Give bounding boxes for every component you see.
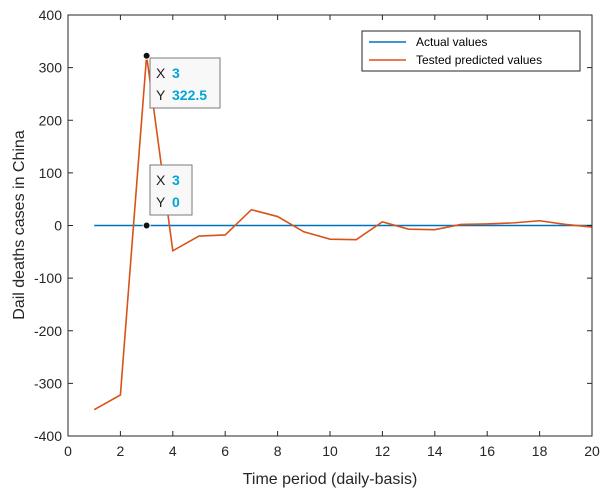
datatip-y-value: 322.5 xyxy=(172,87,207,103)
x-tick-label: 16 xyxy=(479,443,495,459)
datatip-marker xyxy=(142,221,151,230)
datatip-x-value: 3 xyxy=(172,172,180,188)
datatips[interactable]: X 3Y 322.5X 3Y 0 xyxy=(142,51,221,230)
datatip-box xyxy=(149,57,221,109)
y-tick-label: -400 xyxy=(34,428,62,444)
datatip-x-key: X xyxy=(156,65,166,81)
y-tick-label: -200 xyxy=(34,323,62,339)
x-tick-label: 4 xyxy=(169,443,177,459)
datatip-marker xyxy=(142,51,151,60)
x-tick-label: 8 xyxy=(274,443,282,459)
legend-label: Actual values xyxy=(416,35,487,49)
series-layer xyxy=(93,55,593,411)
datatip-box xyxy=(149,164,193,216)
datatip-2[interactable]: X 3Y 0 xyxy=(142,164,193,230)
y-axis-label: Dail deaths cases in China xyxy=(11,130,28,320)
x-tick-label: 18 xyxy=(532,443,548,459)
x-axis-label: Time period (daily-basis) xyxy=(243,471,418,488)
datatip-1[interactable]: X 3Y 322.5 xyxy=(142,51,221,109)
y-tick-label: 300 xyxy=(39,60,63,76)
series-line-2 xyxy=(93,55,593,411)
datatip-y-key: Y xyxy=(156,194,166,210)
legend: Actual values Tested predicted values xyxy=(361,30,581,72)
y-tick-label: 200 xyxy=(39,112,63,128)
datatip-y-value: 0 xyxy=(172,194,180,210)
x-tick-label: 14 xyxy=(427,443,443,459)
legend-box xyxy=(361,30,581,72)
y-tick-label: -300 xyxy=(34,375,62,391)
x-tick-label: 12 xyxy=(375,443,391,459)
x-tick-label: 10 xyxy=(322,443,338,459)
tick-labels: 0 2 4 6 8 10 12 14 16 18 20 400 300 200 100 0 -100 -200 -3… xyxy=(34,7,600,459)
x-tick-label: 2 xyxy=(117,443,125,459)
datatip-y-key: Y xyxy=(156,87,166,103)
datatip-x-value: 3 xyxy=(172,65,180,81)
datatip-x-key: X xyxy=(156,172,166,188)
axes-layer xyxy=(67,14,593,437)
x-tick-label: 20 xyxy=(584,443,600,459)
y-tick-label: 100 xyxy=(39,165,63,181)
y-tick-label: 400 xyxy=(39,7,63,23)
x-tick-label: 6 xyxy=(221,443,229,459)
x-tick-label: 0 xyxy=(64,443,72,459)
legend-label: Tested predicted values xyxy=(416,53,542,67)
y-tick-label: -100 xyxy=(34,270,62,286)
y-tick-label: 0 xyxy=(54,218,62,234)
